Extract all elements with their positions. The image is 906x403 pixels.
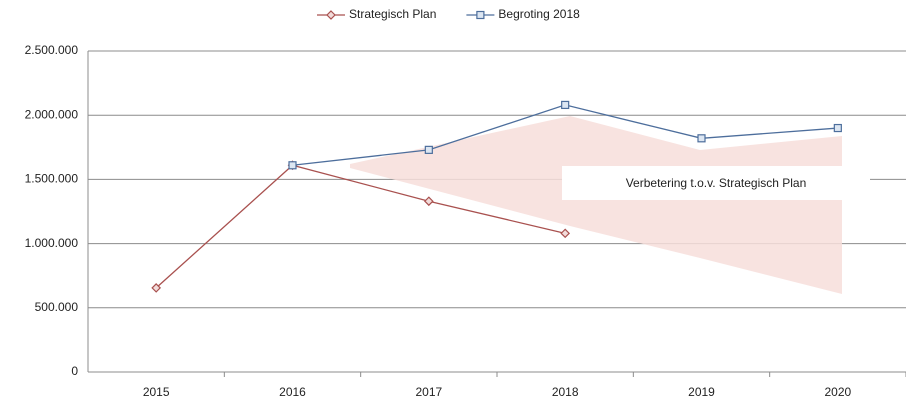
x-tick-label: 2016	[279, 385, 306, 399]
x-tick-label: 2018	[552, 385, 579, 399]
point	[288, 161, 297, 170]
annotation-box	[562, 166, 870, 200]
point	[560, 228, 571, 239]
legend-label: Strategisch Plan	[349, 7, 436, 21]
point	[833, 123, 842, 133]
improvement-arrow	[350, 116, 842, 294]
y-tick-label: 500.000	[35, 300, 79, 314]
point	[151, 283, 162, 293]
point	[476, 10, 485, 20]
y-tick-label: 1.000.000	[25, 236, 79, 250]
y-tick-label: 1.500.000	[25, 172, 79, 186]
point	[326, 10, 336, 20]
x-tick-label: 2017	[415, 385, 442, 399]
point	[561, 100, 570, 110]
point	[697, 134, 706, 143]
x-tick-label: 2015	[143, 385, 170, 399]
series-line	[155, 164, 566, 289]
y-tick-label: 2.000.000	[25, 107, 79, 121]
legend-label: Begroting 2018	[498, 7, 580, 21]
annotation: Verbetering t.o.v. Strategisch Plan	[626, 176, 807, 190]
x-tick-label: 2019	[688, 385, 715, 399]
x-tick-label: 2020	[824, 385, 851, 399]
y-tick-label: 2.500.000	[25, 43, 79, 57]
y-tick-label: 0	[71, 364, 78, 378]
point	[424, 145, 433, 154]
point	[423, 196, 434, 207]
